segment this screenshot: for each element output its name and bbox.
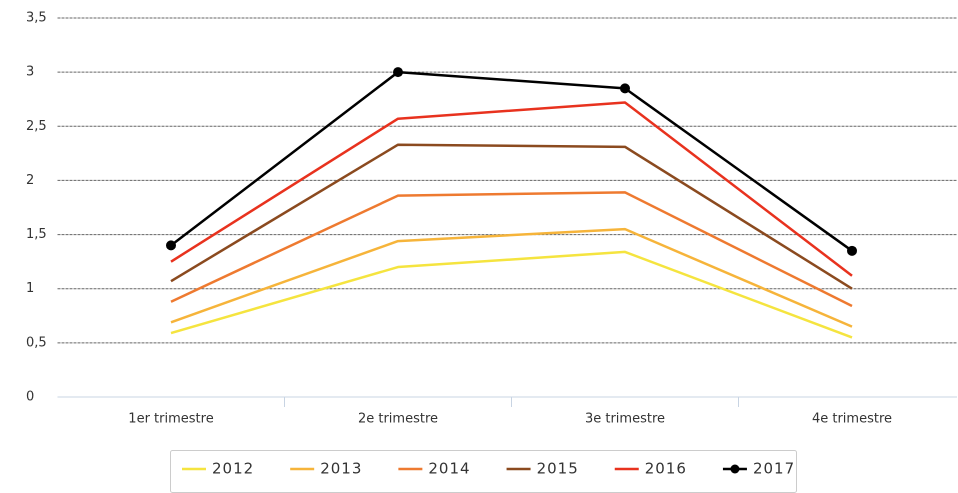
y-tick-label: 3,5 (26, 11, 47, 26)
series-line (170, 250, 853, 339)
legend-label: 2014 (428, 460, 470, 478)
series-line (170, 70, 853, 252)
point-marker (847, 245, 857, 256)
series-line (170, 101, 853, 277)
legend-label: 2017 (753, 460, 795, 478)
legend-label: 2013 (320, 460, 362, 478)
x-tick-label: 4e trimestre (812, 412, 892, 427)
y-tick-label: 2 (26, 173, 34, 188)
y-tick-label: 0 (26, 390, 34, 405)
legend-marker (730, 464, 740, 474)
x-tick-label: 3e trimestre (585, 412, 665, 427)
x-tick-label: 2e trimestre (358, 412, 438, 427)
legend-label: 2012 (212, 460, 254, 478)
legend-box (170, 450, 797, 493)
x-tick-label: 1er trimestre (128, 412, 213, 427)
y-tick-label: 3 (26, 65, 34, 80)
point-marker (166, 240, 176, 251)
point-marker (393, 67, 403, 78)
point-marker (620, 83, 630, 94)
series-line (170, 143, 853, 290)
y-tick-label: 1,5 (26, 227, 47, 242)
y-tick-label: 0,5 (26, 335, 47, 350)
legend-label: 2016 (645, 460, 687, 478)
series-line (170, 191, 853, 308)
y-tick-label: 2,5 (26, 119, 47, 134)
legend-label: 2015 (537, 460, 579, 478)
series-line (170, 227, 853, 328)
y-tick-label: 1 (26, 281, 34, 296)
